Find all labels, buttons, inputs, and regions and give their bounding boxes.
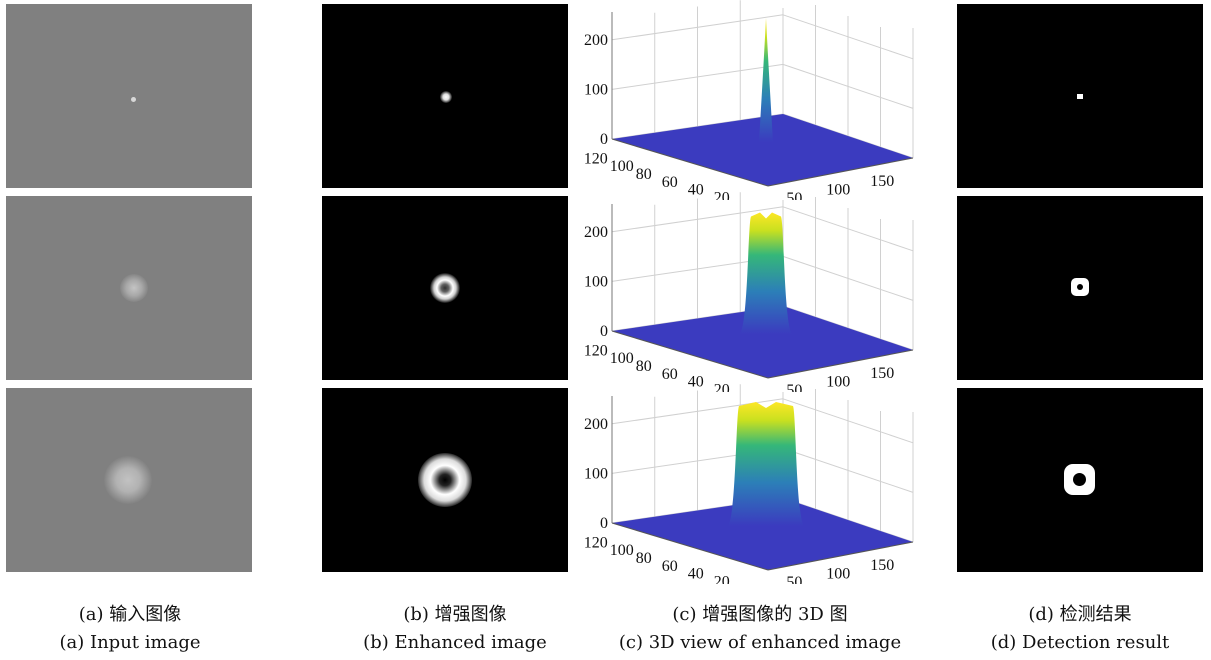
z-tick-label: 200 <box>584 416 608 433</box>
detected-target <box>1064 464 1095 495</box>
caption-b-zh: (b) 增强图像 <box>403 604 507 625</box>
z-tick-label: 200 <box>584 32 608 49</box>
surface-peak <box>728 402 804 526</box>
z-tick-label: 100 <box>584 465 608 482</box>
y-tick-label: 60 <box>662 366 678 383</box>
z-tick-label: 100 <box>584 81 608 98</box>
x-tick-label: 50 <box>786 574 802 584</box>
target-blob <box>440 91 452 103</box>
caption-b-en: (b) Enhanced image <box>363 632 547 653</box>
target-blob <box>430 273 460 303</box>
x-axis-line <box>767 157 914 187</box>
y-tick-label: 40 <box>688 566 704 583</box>
surface-plane <box>612 114 913 186</box>
y-tick-label: 80 <box>636 550 652 567</box>
caption-c-zh: (c) 增强图像的 3D 图 <box>672 604 848 625</box>
target-blob <box>418 453 472 507</box>
x-tick-label: 150 <box>870 557 894 574</box>
y-tick-label: 80 <box>636 358 652 375</box>
plot3d-small-target: 0 100 200 120 100 80 60 40 20 50 100 150 <box>570 0 950 207</box>
x-tick-label: 150 <box>870 365 894 382</box>
surface-peak <box>740 212 792 334</box>
input-image-large-target <box>6 388 252 572</box>
target-blob <box>120 274 148 302</box>
x-tick-label: 100 <box>826 373 850 390</box>
caption-a-en: (a) Input image <box>59 632 201 653</box>
detection-result-small-target <box>957 4 1203 188</box>
y-tick-label: 100 <box>610 542 634 559</box>
y-tick-label: 120 <box>584 534 608 551</box>
target-blob <box>104 456 152 504</box>
z-tick-label: 0 <box>600 131 608 148</box>
surface-peak <box>759 18 773 142</box>
y-tick-label: 40 <box>688 182 704 199</box>
y-tick-label: 100 <box>610 158 634 175</box>
caption-c-en: (c) 3D view of enhanced image <box>618 632 902 653</box>
y-axis-line <box>611 138 769 187</box>
y-axis-line <box>611 330 769 379</box>
surface-plane <box>612 306 913 378</box>
detected-target <box>1071 278 1089 296</box>
x-tick-label: 100 <box>826 181 850 198</box>
z-tick-label: 200 <box>584 224 608 241</box>
detection-result-medium-target <box>957 196 1203 380</box>
caption-d-zh: (d) 检测结果 <box>1028 604 1132 625</box>
y-tick-label: 60 <box>662 174 678 191</box>
x-axis-line <box>767 349 914 379</box>
plot3d-large-target: 0 100 200 120 100 80 60 40 20 50 100 150 <box>570 384 950 591</box>
enhanced-image-large-target <box>322 388 568 572</box>
x-axis-line <box>767 541 914 571</box>
x-tick-label: 150 <box>870 173 894 190</box>
plot3d-medium-target: 0 100 200 120 100 80 60 40 20 50 100 150 <box>570 192 950 399</box>
surface-plane <box>612 498 913 570</box>
z-tick-label: 100 <box>584 273 608 290</box>
input-image-small-target <box>6 4 252 188</box>
enhanced-image-small-target <box>322 4 568 188</box>
detection-result-large-target <box>957 388 1203 572</box>
input-image-medium-target <box>6 196 252 380</box>
caption-d-en: (d) Detection result <box>990 632 1170 653</box>
y-tick-label: 120 <box>584 342 608 359</box>
y-axis-line <box>611 522 769 571</box>
y-tick-label: 40 <box>688 374 704 391</box>
enhanced-image-medium-target <box>322 196 568 380</box>
y-tick-label: 60 <box>662 558 678 575</box>
detected-target <box>1077 94 1083 99</box>
y-tick-label: 120 <box>584 150 608 167</box>
x-tick-label: 100 <box>826 565 850 582</box>
y-tick-label: 80 <box>636 166 652 183</box>
caption-a-zh: (a) 输入图像 <box>78 604 182 625</box>
y-tick-label: 20 <box>714 574 730 584</box>
target-blob <box>131 97 136 102</box>
z-tick-label: 0 <box>600 323 608 340</box>
z-tick-label: 0 <box>600 515 608 532</box>
y-tick-label: 100 <box>610 350 634 367</box>
